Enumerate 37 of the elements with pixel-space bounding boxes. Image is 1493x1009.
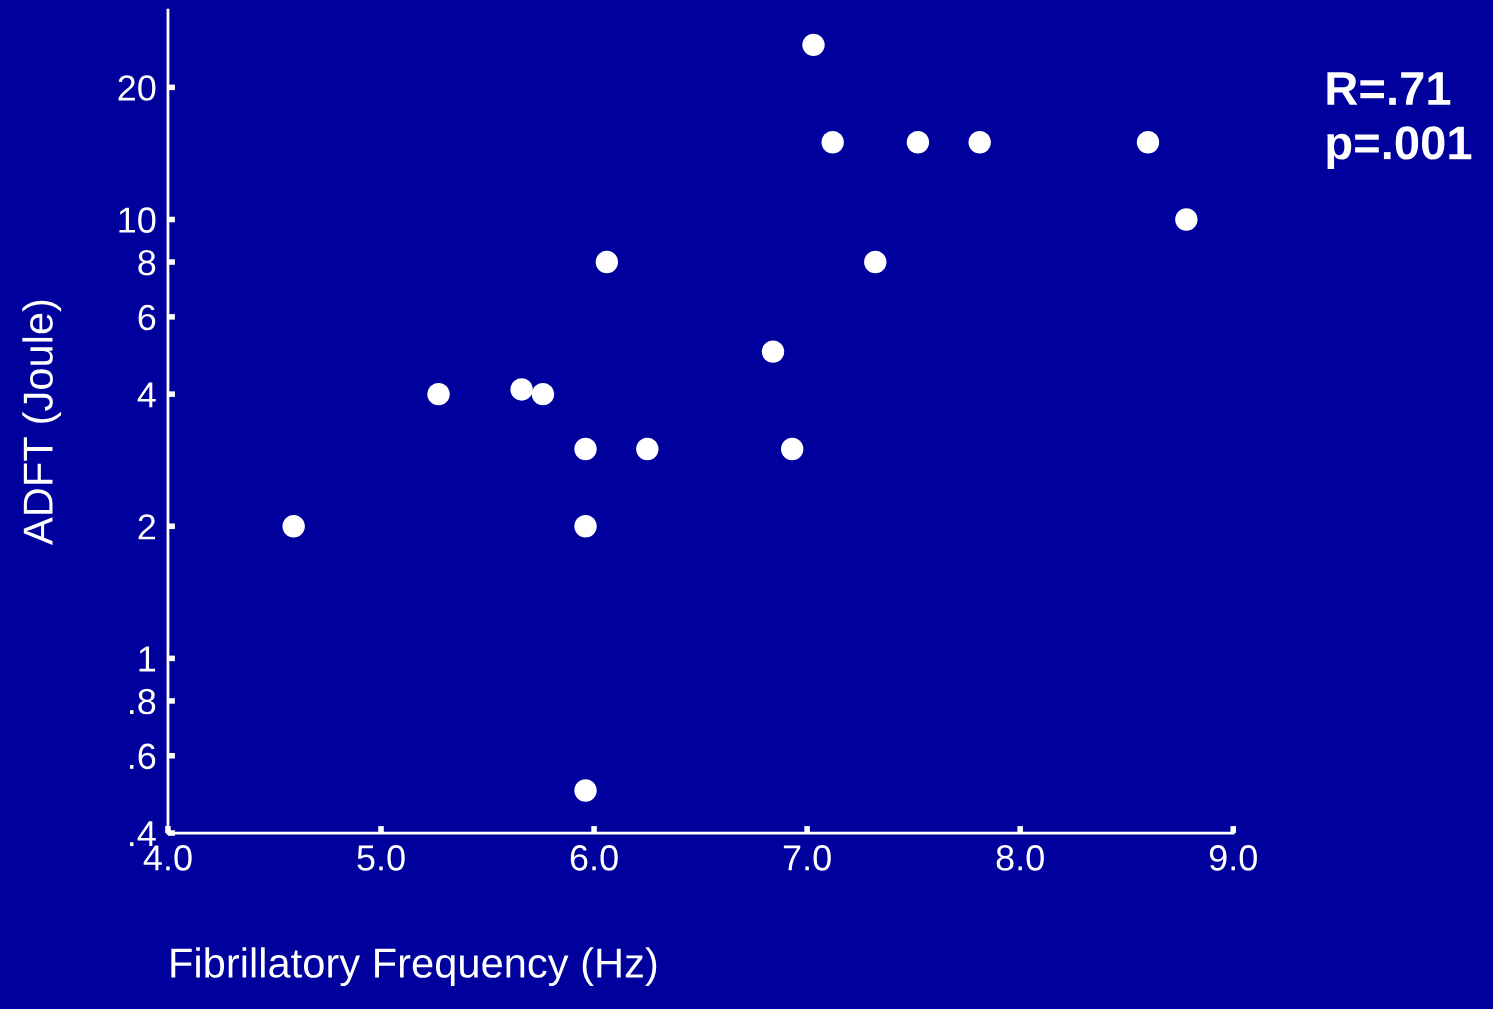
point (906, 131, 930, 154)
y-tick-label: 4 (137, 382, 156, 408)
x-axis-title: Fibrillatory Frequency (Hz) (171, 947, 657, 987)
x-tick-label: 4.0 (143, 845, 192, 871)
y-tick-label: 2 (138, 514, 156, 540)
point (636, 437, 659, 461)
text: R=.71 p=.001 (1327, 72, 1472, 169)
x-tick-label: 8.0 (996, 845, 1044, 871)
point (864, 250, 887, 274)
x-tick-label: 9.0 (1209, 845, 1257, 871)
y-axis-title: ADFT (Joule) (22, 300, 62, 545)
point (802, 33, 825, 57)
point (781, 437, 804, 461)
x-tick-label: 6.0 (570, 845, 618, 871)
point (968, 131, 991, 154)
y-tick-label: .4 (130, 821, 156, 847)
point (531, 382, 555, 406)
point (574, 515, 597, 538)
point (574, 779, 597, 802)
y-tick-label: 10 (119, 207, 156, 233)
y-tick-label: 6 (138, 304, 156, 331)
point (821, 131, 844, 154)
point (595, 250, 619, 274)
y-tick-label: 20 (118, 75, 156, 101)
y-tick-label: 8 (138, 249, 156, 276)
x-tick-label: 7.0 (783, 845, 831, 871)
x-tick-label: 5.0 (357, 845, 405, 871)
y-tick-label: .6 (130, 743, 156, 770)
point (761, 340, 785, 363)
point (510, 378, 533, 401)
point (282, 515, 305, 538)
point (574, 437, 597, 461)
y-tick-label: .8 (130, 688, 156, 715)
point (1175, 208, 1198, 231)
y-tick-label: 1 (139, 646, 156, 672)
point (427, 382, 450, 406)
point (1136, 131, 1160, 154)
